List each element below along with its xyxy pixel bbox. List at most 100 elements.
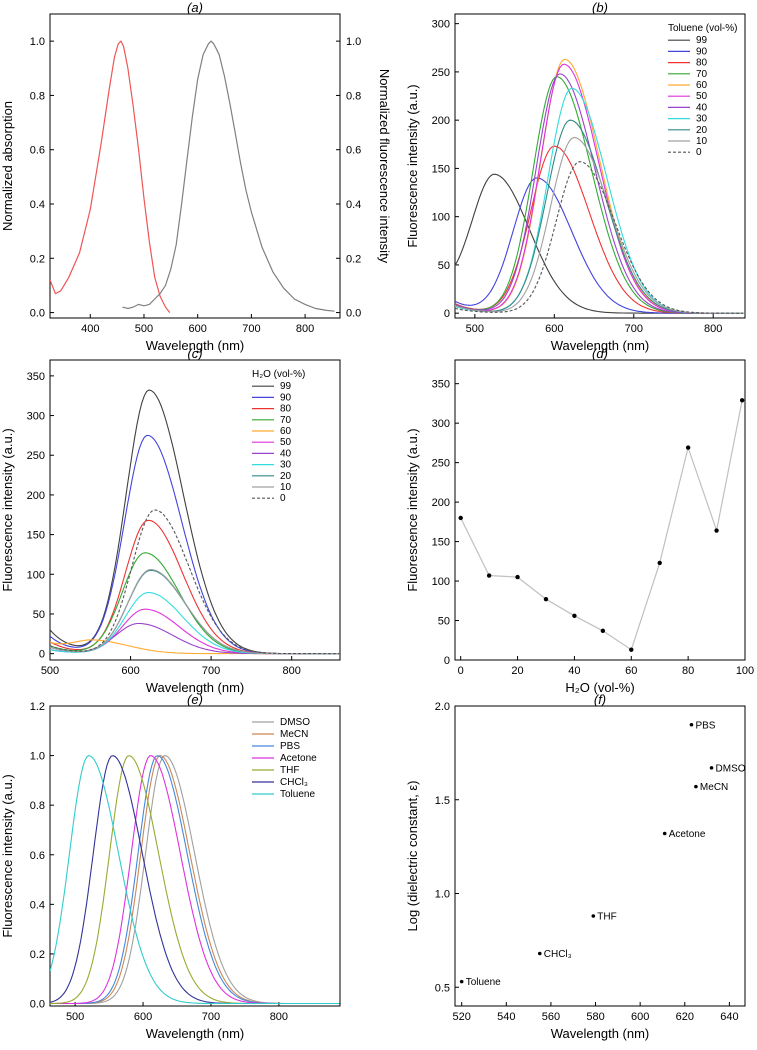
y-axis-label: Fluorescence intensity (a.u.) bbox=[405, 84, 420, 247]
point-label: MeCN bbox=[700, 782, 728, 793]
y-tick-label: 350 bbox=[27, 371, 45, 383]
y-tick-label: 1.0 bbox=[30, 36, 45, 48]
panel-e: 500 600 700 800 0.0 0.2 0.4 0.6 0.8 1.0 1.2 Wavelen… bbox=[0, 692, 341, 1041]
y-tick-label: 250 bbox=[432, 67, 450, 79]
legend-entry: DMSO bbox=[280, 717, 310, 728]
plot-area bbox=[50, 754, 340, 1005]
data-point bbox=[657, 560, 662, 566]
plot-frame bbox=[454, 359, 746, 661]
y-tick-label: 200 bbox=[432, 497, 450, 509]
y-tick-label: 150 bbox=[432, 537, 450, 549]
y-tick-label: 0.2 bbox=[30, 253, 45, 265]
y-tick-label: 150 bbox=[27, 530, 45, 542]
series-line bbox=[455, 177, 744, 314]
x-tick-label: 540 bbox=[497, 1011, 515, 1023]
plot-frame bbox=[49, 13, 341, 319]
x-tick-label: 700 bbox=[625, 323, 643, 335]
y-tick-label: 300 bbox=[432, 19, 450, 31]
x-tick-label: 600 bbox=[134, 1011, 152, 1023]
series-line bbox=[455, 136, 744, 314]
x-tick-label: 520 bbox=[453, 1011, 471, 1023]
series-line bbox=[122, 40, 335, 312]
series-line bbox=[50, 389, 340, 655]
legend-entry: 90 bbox=[696, 46, 708, 57]
y2-tick-label: 0.8 bbox=[346, 90, 361, 102]
y-tick-label: 50 bbox=[33, 609, 45, 621]
y-tick-label: 1.0 bbox=[435, 889, 450, 901]
x-tick-label: 600 bbox=[189, 323, 207, 335]
data-point bbox=[537, 951, 542, 956]
legend-entry: MeCN bbox=[280, 729, 308, 740]
data-point bbox=[458, 515, 463, 521]
x-tick-label: 800 bbox=[296, 323, 314, 335]
x-axis-label: Wavelength (nm) bbox=[146, 1026, 245, 1041]
series-line bbox=[50, 40, 171, 313]
panel-letter: (a) bbox=[187, 0, 203, 15]
point-label: Acetone bbox=[669, 829, 706, 840]
y-tick-label: 300 bbox=[432, 418, 450, 430]
x-tick-label: 80 bbox=[682, 665, 694, 677]
y-tick-label: 1.0 bbox=[30, 751, 45, 763]
data-point bbox=[739, 398, 745, 403]
x-axis-label: Wavelength (nm) bbox=[551, 1026, 650, 1041]
y2-tick-label: 0.0 bbox=[346, 308, 361, 320]
plot-frame bbox=[454, 13, 746, 319]
x-tick-label: 500 bbox=[41, 665, 59, 677]
x-tick-label: 600 bbox=[631, 1011, 649, 1023]
y-axis-label: Fluorescence intensity (a.u.) bbox=[405, 428, 420, 591]
x-tick-label: 700 bbox=[242, 323, 260, 335]
legend-entry: 70 bbox=[280, 415, 292, 426]
y-tick-label: 100 bbox=[27, 569, 45, 581]
y-tick-label: 1.2 bbox=[30, 701, 45, 713]
legend-entry: 30 bbox=[696, 114, 708, 125]
y-tick-label: 100 bbox=[432, 576, 450, 588]
legend-entry: 80 bbox=[696, 58, 708, 69]
x-axis-label: H₂O (vol-%) bbox=[565, 680, 634, 695]
y-tick-label: 250 bbox=[432, 458, 450, 470]
y-tick-label: 0.0 bbox=[30, 999, 45, 1011]
x-tick-label: 400 bbox=[81, 323, 99, 335]
x-tick-label: 20 bbox=[511, 665, 523, 677]
point-label: PBS bbox=[695, 720, 715, 731]
x-tick-label: 600 bbox=[545, 323, 563, 335]
point-label: Toluene bbox=[466, 977, 501, 988]
y-tick-label: 200 bbox=[27, 490, 45, 502]
panel-letter: (f) bbox=[594, 692, 606, 707]
legend-entry: 10 bbox=[280, 482, 292, 493]
y-tick-label: 0.2 bbox=[30, 949, 45, 961]
y2-tick-label: 0.6 bbox=[346, 145, 361, 157]
legend-entry: PBS bbox=[280, 741, 300, 752]
legend-entry: 40 bbox=[280, 448, 292, 459]
y-tick-label: 0 bbox=[444, 655, 450, 667]
x-axis-label: Wavelength (nm) bbox=[551, 338, 650, 353]
x-tick-label: 40 bbox=[568, 665, 580, 677]
data-point bbox=[543, 597, 549, 602]
legend-entry: Toluene bbox=[280, 789, 315, 800]
data-point bbox=[685, 445, 691, 450]
y-tick-label: 2.0 bbox=[435, 701, 450, 713]
legend-entry: 30 bbox=[280, 460, 292, 471]
x-tick-label: 0 bbox=[458, 665, 464, 677]
legend-entry: 50 bbox=[696, 91, 708, 102]
legend-entry: CHCl₃ bbox=[280, 777, 308, 788]
panel-c: 500 600 700 800050100150200250300350Wavelen… bbox=[0, 346, 341, 695]
point-label: CHCl₃ bbox=[544, 949, 572, 960]
series-line bbox=[50, 639, 340, 655]
legend-entry: 50 bbox=[280, 437, 292, 448]
y-tick-label: 0 bbox=[444, 308, 450, 320]
y-tick-label: 0.8 bbox=[30, 800, 45, 812]
x-axis-label: Wavelength (nm) bbox=[146, 680, 245, 695]
y-tick-label: 0.6 bbox=[30, 145, 45, 157]
plot-frame bbox=[49, 705, 341, 1007]
y-tick-label: 100 bbox=[432, 212, 450, 224]
y2-axis-label: Normalized fluorescence intensity bbox=[377, 69, 392, 264]
x-tick-label: 100 bbox=[736, 665, 754, 677]
panel-letter: (c) bbox=[187, 346, 202, 361]
y-tick-label: 350 bbox=[432, 379, 450, 391]
series-line bbox=[50, 608, 340, 655]
data-point bbox=[459, 979, 464, 984]
legend-entry: 20 bbox=[696, 125, 708, 136]
legend-entry: Acetone bbox=[280, 753, 317, 764]
x-tick-label: 700 bbox=[202, 665, 220, 677]
x-tick-label: 800 bbox=[282, 665, 300, 677]
